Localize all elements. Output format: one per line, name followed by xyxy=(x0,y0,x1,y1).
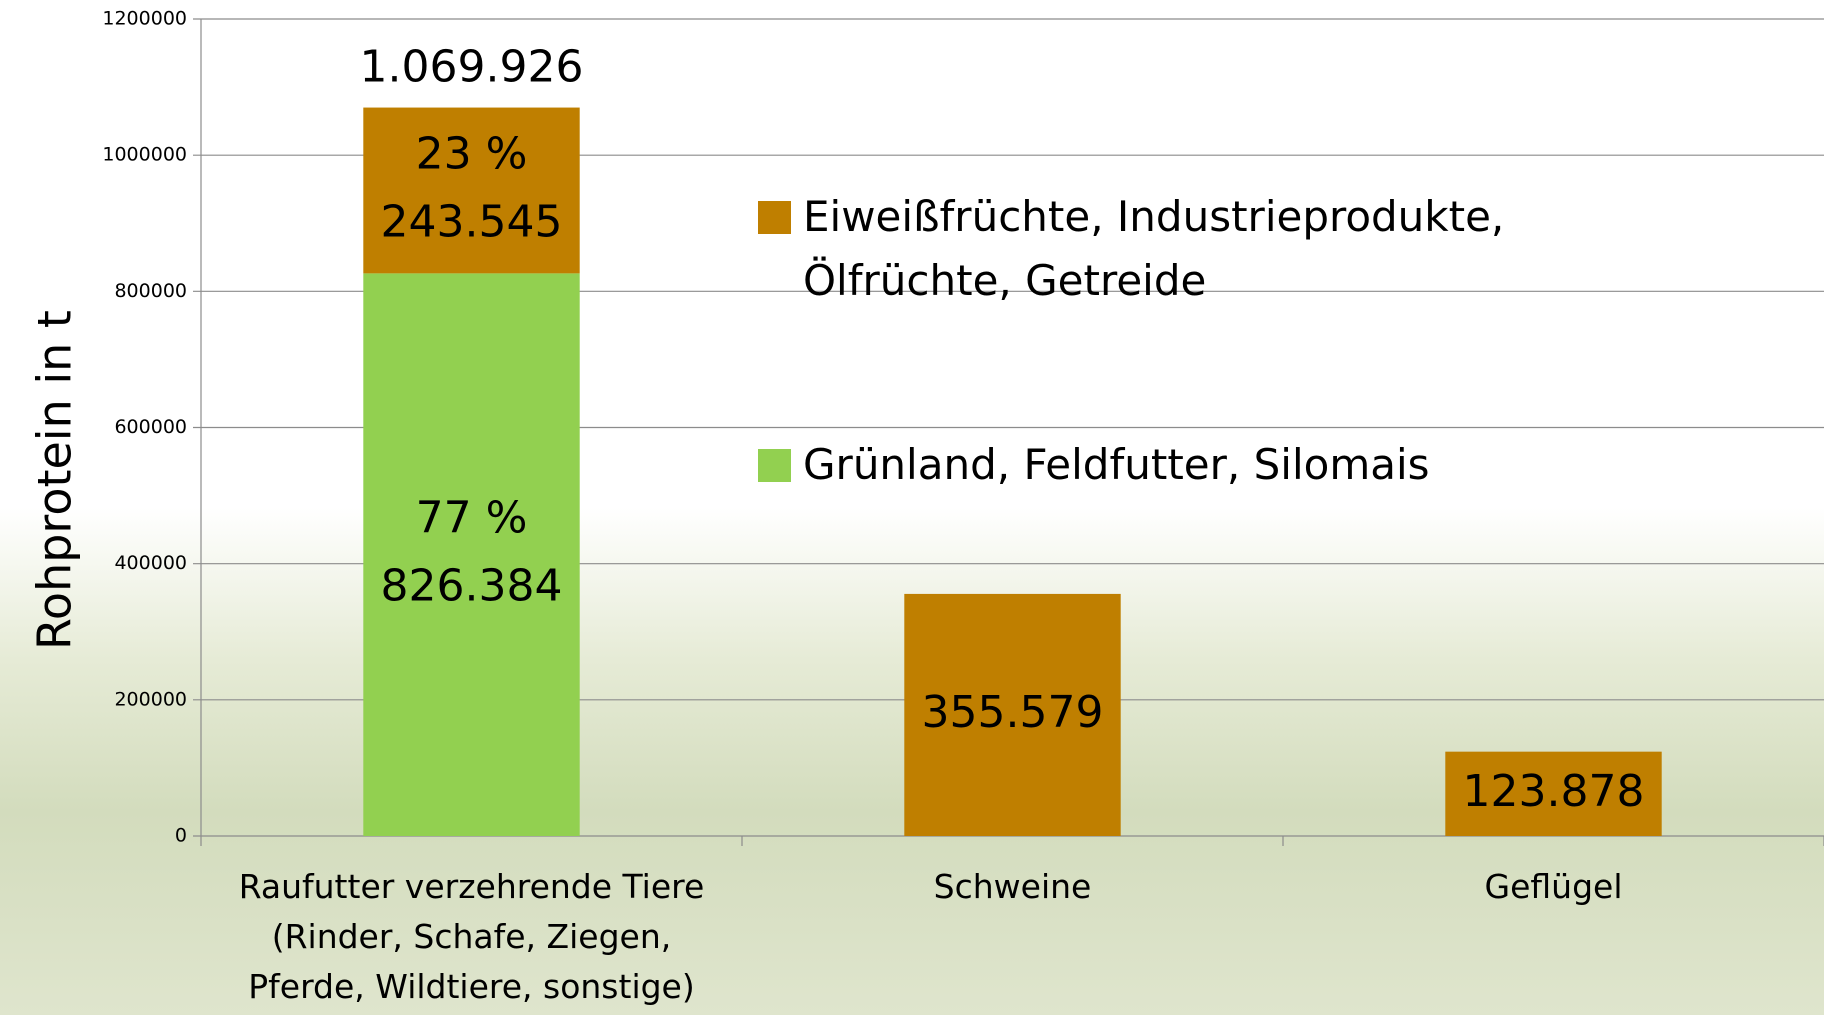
y-tick-label: 800000 xyxy=(114,280,187,302)
legend-swatch xyxy=(758,449,791,482)
legend-item: Eiweißfrüchte, Industrieprodukte, Ölfrüc… xyxy=(758,185,1563,313)
bar-segment xyxy=(363,273,579,836)
value-label: 355.579 xyxy=(922,687,1104,738)
x-tick-label: Schweine xyxy=(753,862,1273,912)
page: Rohprotein in t 0 200000 400000 600000 80000… xyxy=(0,0,1824,1015)
legend-label: Grünland, Feldfutter, Silomais xyxy=(803,433,1563,497)
y-tick-label: 400000 xyxy=(114,552,187,574)
share-label: 23 % xyxy=(416,128,528,179)
legend-label: Eiweißfrüchte, Industrieprodukte, Ölfrüc… xyxy=(803,185,1563,313)
value-label: 243.545 xyxy=(381,196,563,247)
share-label: 77 % xyxy=(416,493,528,544)
legend-swatch xyxy=(758,201,791,234)
y-axis-label: Rohprotein in t xyxy=(28,310,82,650)
value-label: 826.384 xyxy=(381,561,563,612)
y-tick-label: 1200000 xyxy=(102,8,187,30)
value-label: 123.878 xyxy=(1463,766,1645,817)
x-tick-label: Raufutter verzehrende Tiere (Rinder, Sch… xyxy=(212,862,732,1012)
legend-item: Grünland, Feldfutter, Silomais xyxy=(758,433,1563,497)
y-tick-label: 200000 xyxy=(114,688,187,710)
y-tick-label: 1000000 xyxy=(102,144,187,166)
x-tick-label: Geflügel xyxy=(1294,862,1814,912)
total-label: 1.069.926 xyxy=(360,42,584,93)
y-tick-label: 600000 xyxy=(114,416,187,438)
y-tick-label: 0 xyxy=(175,825,187,847)
